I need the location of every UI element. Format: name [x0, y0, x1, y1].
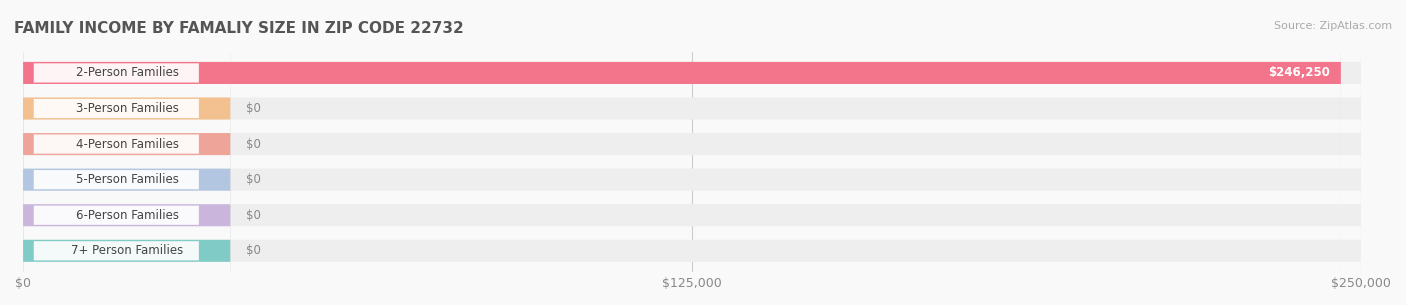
Text: 3-Person Families: 3-Person Families — [76, 102, 179, 115]
Text: $0: $0 — [246, 102, 262, 115]
Text: $0: $0 — [246, 244, 262, 257]
FancyBboxPatch shape — [34, 0, 200, 305]
FancyBboxPatch shape — [34, 0, 200, 305]
FancyBboxPatch shape — [22, 0, 231, 305]
FancyBboxPatch shape — [22, 0, 231, 305]
Text: $0: $0 — [246, 138, 262, 151]
Text: 7+ Person Families: 7+ Person Families — [70, 244, 183, 257]
Text: 5-Person Families: 5-Person Families — [76, 173, 179, 186]
FancyBboxPatch shape — [22, 0, 231, 305]
Text: $0: $0 — [246, 173, 262, 186]
FancyBboxPatch shape — [22, 0, 1361, 305]
FancyBboxPatch shape — [22, 0, 231, 305]
FancyBboxPatch shape — [22, 0, 1361, 305]
FancyBboxPatch shape — [22, 0, 1361, 305]
FancyBboxPatch shape — [34, 0, 200, 305]
Text: $246,250: $246,250 — [1268, 66, 1330, 79]
Text: Source: ZipAtlas.com: Source: ZipAtlas.com — [1274, 21, 1392, 31]
FancyBboxPatch shape — [34, 0, 200, 305]
Text: 2-Person Families: 2-Person Families — [76, 66, 179, 79]
Text: 4-Person Families: 4-Person Families — [76, 138, 179, 151]
FancyBboxPatch shape — [22, 0, 231, 305]
Text: FAMILY INCOME BY FAMALIY SIZE IN ZIP CODE 22732: FAMILY INCOME BY FAMALIY SIZE IN ZIP COD… — [14, 21, 464, 36]
FancyBboxPatch shape — [34, 0, 200, 305]
Text: $0: $0 — [246, 209, 262, 222]
FancyBboxPatch shape — [22, 0, 1361, 305]
FancyBboxPatch shape — [22, 0, 1361, 305]
FancyBboxPatch shape — [22, 0, 1341, 305]
Text: 6-Person Families: 6-Person Families — [76, 209, 179, 222]
FancyBboxPatch shape — [22, 0, 1361, 305]
FancyBboxPatch shape — [34, 0, 200, 305]
